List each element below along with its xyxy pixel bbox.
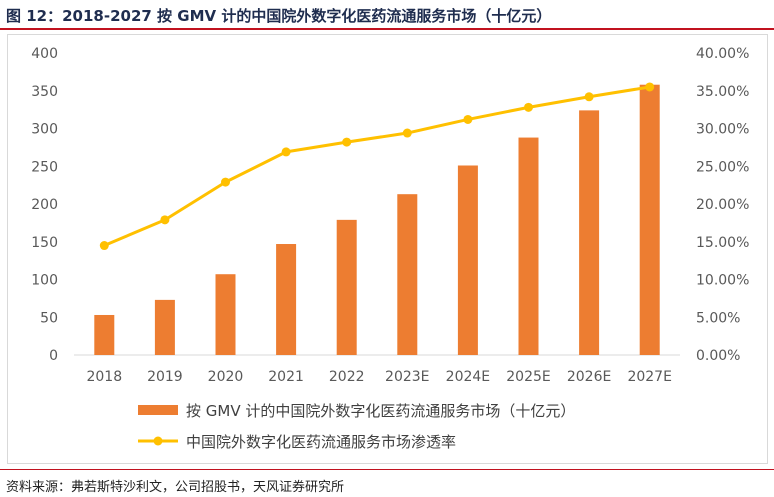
line-point <box>281 147 291 157</box>
line-point <box>342 137 352 147</box>
right-tick-label: 25.00% <box>696 159 749 175</box>
x-tick-label: 2026E <box>567 369 611 385</box>
bar <box>579 110 600 355</box>
left-tick-label: 0 <box>49 348 58 364</box>
x-tick-label: 2023E <box>385 369 429 385</box>
source-note: 资料来源：弗若斯特沙利文，公司招股书，天风证券研究所 <box>6 480 345 495</box>
x-tick-label: 2019 <box>147 369 183 385</box>
x-tick-label: 2025E <box>506 369 550 385</box>
title-rule <box>0 28 774 30</box>
legend: 按 GMV 计的中国院外数字化医药流通服务市场（十亿元） 中国院外数字化医药流通… <box>138 402 575 451</box>
right-tick-label: 35.00% <box>696 84 749 100</box>
right-tick-label: 10.00% <box>696 273 749 289</box>
line-point <box>463 114 473 124</box>
left-tick-label: 300 <box>31 122 58 138</box>
bar <box>215 274 236 355</box>
right-tick-label: 30.00% <box>696 122 749 138</box>
chart-frame <box>7 34 768 464</box>
chart: 0 50 100 150 200 250 300 350 400 0.00% 5.00% 10.00… <box>7 34 768 464</box>
x-tick-label: 2021 <box>268 369 304 385</box>
x-tick-label: 2024E <box>446 369 490 385</box>
line-path <box>103 85 650 247</box>
line-point <box>99 241 109 251</box>
bar-series <box>94 84 660 356</box>
left-tick-label: 150 <box>31 235 58 251</box>
legend-line-marker <box>153 436 163 446</box>
right-tick-label: 15.00% <box>696 235 749 251</box>
left-axis: 0 50 100 150 200 250 300 350 400 <box>31 46 58 364</box>
right-axis: 0.00% 5.00% 10.00% 15.00% 20.00% 25.00% 30.00%… <box>696 46 749 364</box>
left-tick-label: 200 <box>31 197 58 213</box>
bar <box>276 244 297 355</box>
line-point <box>584 92 594 102</box>
left-tick-label: 350 <box>31 84 58 100</box>
right-tick-label: 20.00% <box>696 197 749 213</box>
right-tick-label: 5.00% <box>696 310 740 326</box>
line-point <box>645 82 655 92</box>
bar <box>397 194 418 355</box>
x-tick-label: 2027E <box>627 369 671 385</box>
x-tick-label: 2020 <box>208 369 244 385</box>
line-point <box>160 215 170 225</box>
line-point <box>524 102 533 112</box>
legend-bar-swatch <box>138 405 178 415</box>
bar <box>639 84 660 356</box>
bar <box>457 165 478 355</box>
bar <box>336 219 357 355</box>
bar <box>154 299 175 355</box>
x-tick-label: 2022 <box>329 369 365 385</box>
line-series <box>99 82 655 251</box>
left-tick-label: 400 <box>31 46 58 62</box>
x-axis: 2018 2019 2020 2021 2022 2023E 2024E 2025E 2026E… <box>86 369 671 385</box>
left-tick-label: 100 <box>31 273 58 289</box>
left-tick-label: 50 <box>40 310 58 326</box>
bar <box>94 314 115 355</box>
bottom-rule <box>0 469 774 470</box>
legend-line-label: 中国院外数字化医药流通服务市场渗透率 <box>186 433 456 451</box>
line-point <box>402 128 412 138</box>
right-tick-label: 40.00% <box>696 46 749 62</box>
line-point <box>221 177 230 187</box>
x-tick-label: 2018 <box>86 369 122 385</box>
left-tick-label: 250 <box>31 159 58 175</box>
figure-title: 图 12：2018-2027 按 GMV 计的中国院外数字化医药流通服务市场（十… <box>6 7 552 25</box>
right-tick-label: 0.00% <box>696 348 740 364</box>
bar <box>518 137 539 355</box>
legend-bar-label: 按 GMV 计的中国院外数字化医药流通服务市场（十亿元） <box>186 402 575 420</box>
